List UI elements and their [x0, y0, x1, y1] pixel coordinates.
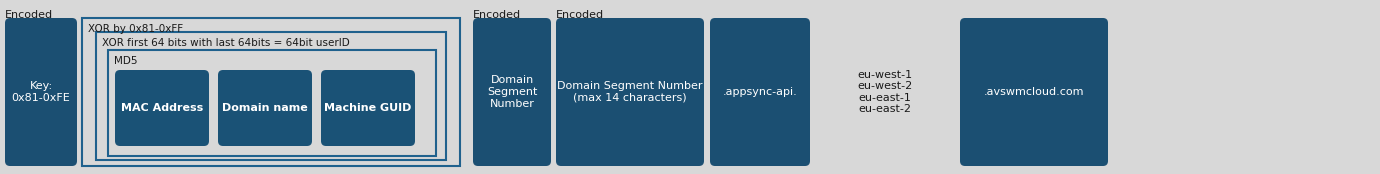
FancyBboxPatch shape	[6, 18, 77, 166]
Text: Key:
0x81-0xFE: Key: 0x81-0xFE	[11, 81, 70, 103]
Text: .avswmcloud.com: .avswmcloud.com	[984, 87, 1085, 97]
Text: MD5: MD5	[115, 56, 138, 66]
FancyBboxPatch shape	[709, 18, 810, 166]
Text: Domain Segment Number
(max 14 characters): Domain Segment Number (max 14 characters…	[558, 81, 702, 103]
Bar	[81, 18, 460, 166]
Bar	[108, 50, 436, 156]
FancyBboxPatch shape	[556, 18, 704, 166]
Text: eu-west-1
eu-west-2
eu-east-1
eu-east-2: eu-west-1 eu-west-2 eu-east-1 eu-east-2	[857, 70, 912, 114]
FancyBboxPatch shape	[816, 18, 955, 166]
Text: .appsync-api.: .appsync-api.	[723, 87, 798, 97]
FancyBboxPatch shape	[322, 70, 415, 146]
Text: XOR first 64 bits with last 64bits = 64bit userID: XOR first 64 bits with last 64bits = 64b…	[102, 38, 349, 48]
FancyBboxPatch shape	[218, 70, 312, 146]
Bar	[97, 32, 446, 160]
Text: MAC Address: MAC Address	[121, 103, 203, 113]
Text: Encoded: Encoded	[6, 10, 52, 20]
FancyBboxPatch shape	[115, 70, 208, 146]
FancyBboxPatch shape	[473, 18, 551, 166]
Text: Encoded: Encoded	[473, 10, 522, 20]
Text: Domain name: Domain name	[222, 103, 308, 113]
FancyBboxPatch shape	[960, 18, 1108, 166]
Text: Machine GUID: Machine GUID	[324, 103, 411, 113]
Text: Encoded: Encoded	[556, 10, 604, 20]
Text: XOR by 0x81-0xFF: XOR by 0x81-0xFF	[88, 24, 184, 34]
Text: Domain
Segment
Number: Domain Segment Number	[487, 75, 537, 109]
